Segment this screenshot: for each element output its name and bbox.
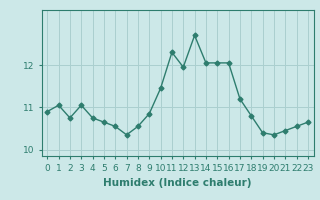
X-axis label: Humidex (Indice chaleur): Humidex (Indice chaleur): [103, 178, 252, 188]
